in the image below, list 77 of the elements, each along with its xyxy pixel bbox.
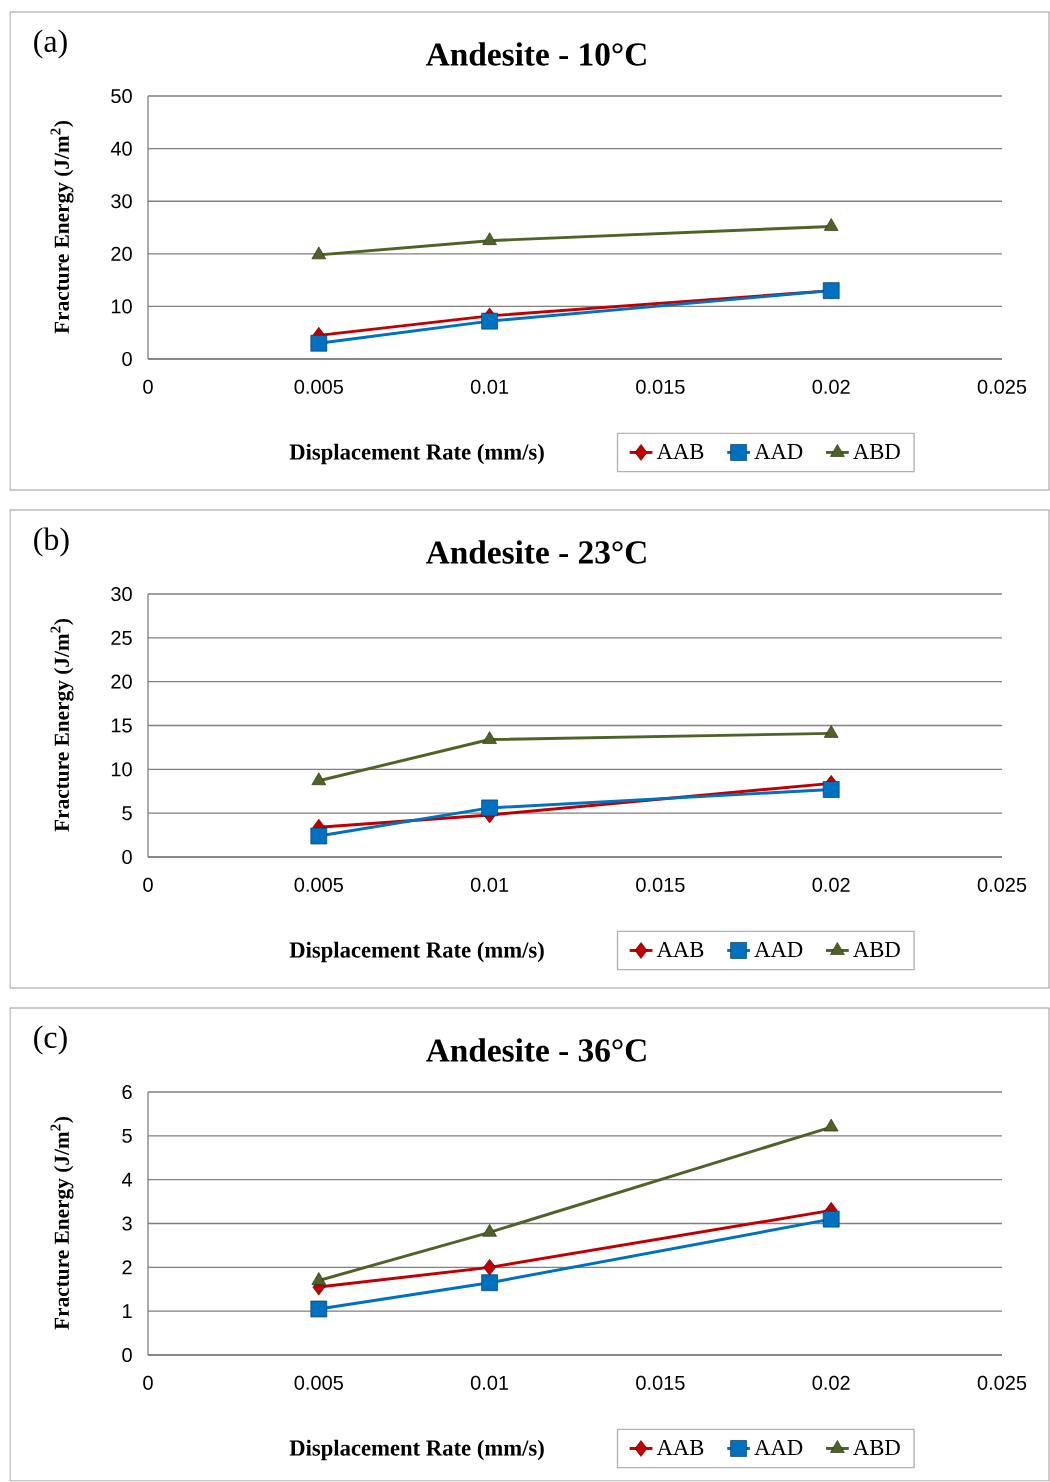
legend-label: AAD <box>754 1439 803 1455</box>
y-axis-title: Fracture Energy (J/m$^{2}$) <box>50 619 74 832</box>
x-tick-label: 0.005 <box>294 877 343 892</box>
point <box>311 246 327 260</box>
y-tick-label: 30 <box>111 586 132 602</box>
x-tick-label: 0 <box>143 379 153 394</box>
legend-label: AAB <box>656 1439 704 1456</box>
y-tick-label: 1 <box>123 1304 132 1319</box>
point <box>481 799 498 817</box>
x-tick-label: 0 <box>143 877 153 892</box>
y-tick-label: 25 <box>111 630 132 645</box>
y-tick-label: 20 <box>111 674 132 689</box>
point <box>310 827 328 845</box>
chart-title: Andesite - 23°C <box>426 540 646 564</box>
x-tick-label: 0.025 <box>977 1375 1027 1390</box>
legend-label: ABD <box>853 443 900 460</box>
x-tick-label: 0.01 <box>470 1375 509 1390</box>
point <box>823 1118 839 1132</box>
y-tick-label: 10 <box>111 762 132 777</box>
x-tick-label: 0 <box>143 1375 153 1390</box>
point <box>482 232 497 245</box>
point <box>481 1274 498 1292</box>
point <box>823 725 839 738</box>
x-axis-title: Displacement Rate (mm/s) <box>289 1439 544 1461</box>
y-tick-label: 4 <box>121 1172 133 1187</box>
point <box>311 1272 327 1285</box>
legend-label: AAB <box>656 941 704 958</box>
x-tick-label: 0.015 <box>636 379 685 394</box>
x-tick-label: 0.02 <box>812 379 850 394</box>
x-tick-label: 0.025 <box>977 877 1027 892</box>
point <box>482 1223 497 1237</box>
x-tick-label: 0.015 <box>636 1375 685 1390</box>
chart-title: Andesite - 36°C <box>426 1038 646 1062</box>
y-tick-label: 0 <box>122 1347 132 1363</box>
y-tick-label: 5 <box>122 806 132 821</box>
text: (a) <box>34 29 67 59</box>
point <box>483 1259 496 1276</box>
x-tick-label: 0.005 <box>294 379 343 394</box>
x-axis-title: Displacement Rate (mm/s) <box>289 941 544 963</box>
x-tick-label: 0.025 <box>977 379 1027 394</box>
point <box>311 772 327 786</box>
y-tick-label: 10 <box>111 299 132 314</box>
legend-label: ABD <box>853 941 900 958</box>
y-axis-title: Fracture Energy (J/m$^{2}$) <box>50 121 74 334</box>
y-tick-label: 30 <box>111 194 132 209</box>
point <box>310 334 328 352</box>
x-tick-label: 0.01 <box>470 877 509 892</box>
y-tick-label: 50 <box>111 88 132 104</box>
y-tick-label: 2 <box>122 1260 132 1275</box>
x-tick-label: 0.02 <box>812 877 850 892</box>
y-tick-label: 0 <box>122 351 132 367</box>
y-tick-label: 15 <box>111 718 132 733</box>
y-tick-label: 40 <box>110 141 132 156</box>
point <box>823 218 839 231</box>
y-tick-label: 0 <box>122 849 132 865</box>
x-axis-title: Displacement Rate (mm/s) <box>289 443 544 465</box>
point <box>481 312 498 330</box>
point <box>822 781 840 798</box>
legend-label: AAB <box>656 443 704 460</box>
legend-label: AAD <box>754 941 803 957</box>
legend-label: AAD <box>754 443 803 459</box>
y-tick-label: 6 <box>122 1084 132 1100</box>
legend-label: ABD <box>853 1439 900 1456</box>
chart-title: Andesite - 10°C <box>426 42 646 66</box>
point <box>482 731 497 744</box>
y-tick-label: 5 <box>122 1128 132 1143</box>
y-tick-label: 3 <box>122 1216 132 1231</box>
x-tick-label: 0.01 <box>470 379 509 394</box>
y-axis-title: Fracture Energy (J/m$^{2}$) <box>50 1117 74 1330</box>
x-tick-label: 0.005 <box>294 1375 343 1390</box>
point <box>310 1300 328 1318</box>
x-tick-label: 0.02 <box>812 1375 850 1390</box>
x-tick-label: 0.015 <box>636 877 685 892</box>
text: (b) <box>34 527 69 557</box>
text: (c) <box>34 1025 67 1055</box>
y-tick-label: 20 <box>111 246 132 261</box>
point <box>822 1210 840 1228</box>
